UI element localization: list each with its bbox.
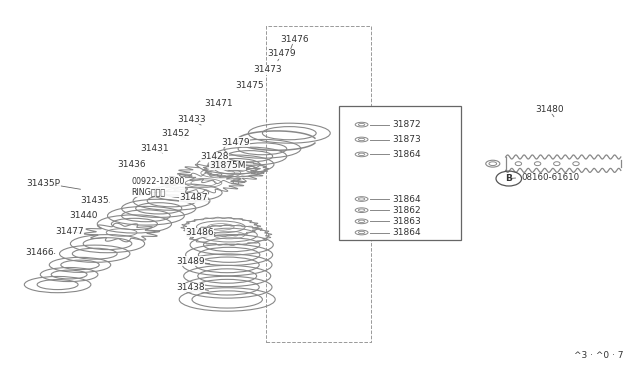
Text: 31873: 31873 — [392, 135, 421, 144]
Text: 31479: 31479 — [221, 138, 250, 147]
Text: 31452: 31452 — [162, 129, 190, 138]
Text: 08160-61610: 08160-61610 — [522, 173, 580, 182]
Text: B: B — [506, 174, 512, 183]
Text: 31864: 31864 — [392, 195, 421, 203]
Text: 31477: 31477 — [55, 227, 83, 236]
FancyBboxPatch shape — [339, 106, 461, 240]
Text: 31438: 31438 — [177, 283, 205, 292]
Text: 31476: 31476 — [280, 35, 308, 44]
Text: 31435P: 31435P — [26, 179, 61, 187]
Text: 31860: 31860 — [401, 227, 429, 236]
Text: 31428: 31428 — [200, 152, 228, 161]
Text: 31480: 31480 — [535, 105, 563, 114]
Text: 31475: 31475 — [236, 81, 264, 90]
Text: 31431: 31431 — [141, 144, 169, 153]
Text: 31872: 31872 — [392, 120, 421, 129]
Text: 31466: 31466 — [26, 248, 54, 257]
Text: ^3 · ^0 · 7: ^3 · ^0 · 7 — [575, 351, 624, 360]
Text: 31486: 31486 — [186, 228, 214, 237]
Text: 31864: 31864 — [392, 150, 421, 159]
Text: 31471: 31471 — [205, 99, 233, 108]
Text: 31436: 31436 — [117, 160, 145, 169]
Text: 31862: 31862 — [392, 206, 421, 215]
Text: 31440: 31440 — [69, 211, 97, 220]
Text: 31864: 31864 — [392, 228, 421, 237]
Text: 31435: 31435 — [81, 196, 109, 205]
Text: 31863: 31863 — [392, 217, 421, 226]
Text: 31489: 31489 — [177, 257, 205, 266]
Text: 31473: 31473 — [253, 65, 282, 74]
Text: 31487: 31487 — [179, 193, 207, 202]
Text: 31479: 31479 — [268, 49, 296, 58]
Text: 31433: 31433 — [178, 115, 206, 124]
Text: 00922-12800
RINGリング: 00922-12800 RINGリング — [131, 177, 184, 196]
Text: 31875M: 31875M — [209, 161, 246, 170]
